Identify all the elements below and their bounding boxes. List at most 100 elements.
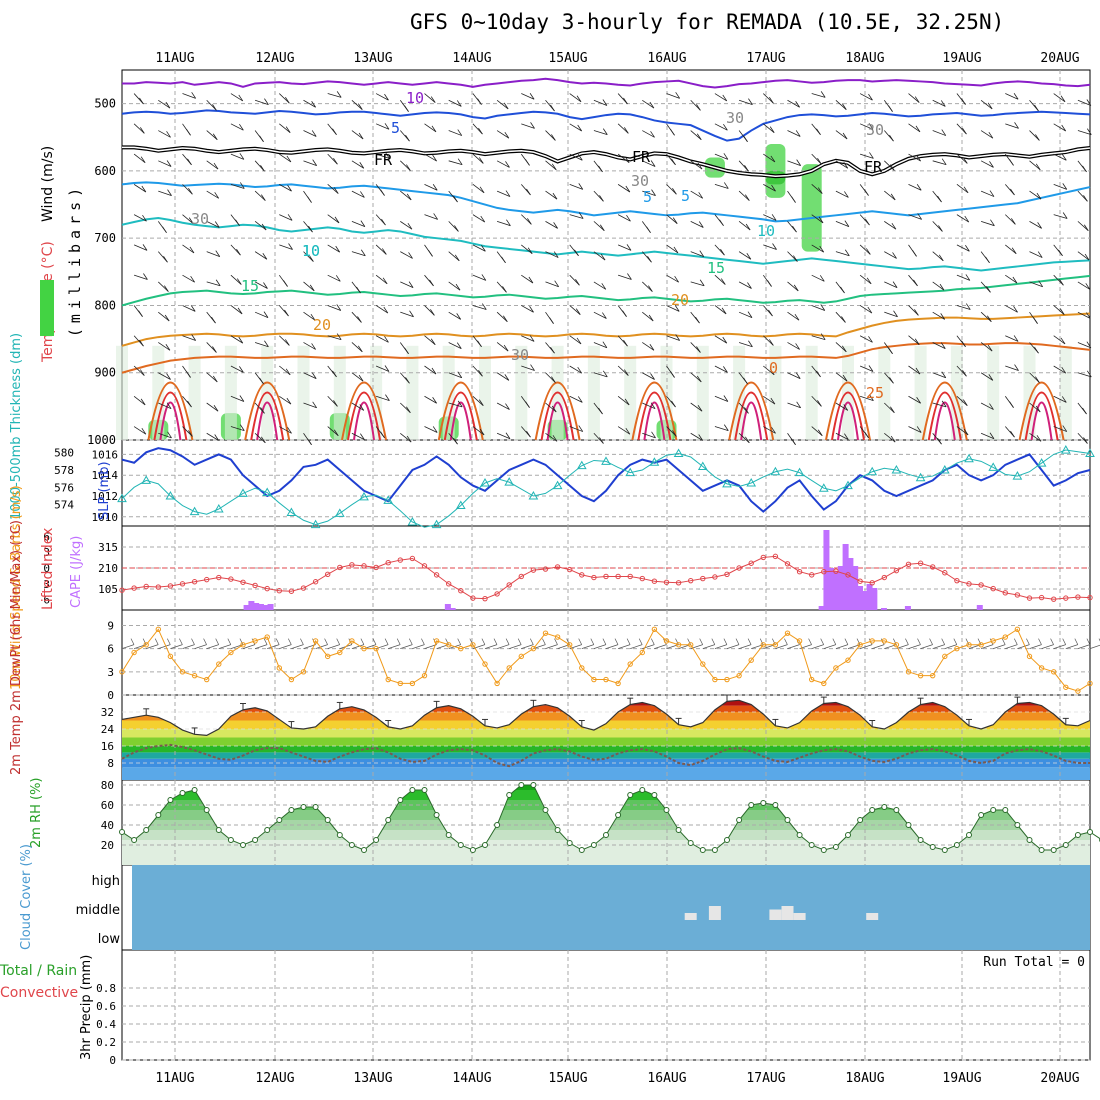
wind-barb xyxy=(448,99,462,107)
contour-label: 25 xyxy=(866,384,884,402)
wind-barb-flag xyxy=(648,314,654,322)
wind-barb xyxy=(182,214,194,224)
wind-barb xyxy=(327,153,338,165)
wind-barb-flag xyxy=(239,182,245,189)
surface-barb-flag xyxy=(130,638,135,645)
precip-convective-label: Convective xyxy=(0,985,78,1001)
wind-barb xyxy=(617,365,629,376)
wind-barb-flag xyxy=(357,103,363,110)
lifted-marker xyxy=(119,587,125,593)
wind-barb-flag xyxy=(623,97,628,105)
lifted-marker xyxy=(591,574,597,581)
wind-barb-flag xyxy=(431,125,437,133)
wind-barb-flag xyxy=(769,126,775,133)
wind-barb-flag xyxy=(626,214,631,222)
wind-barb-flag xyxy=(989,190,995,197)
wind-barb xyxy=(545,372,556,383)
wind-barb-flag xyxy=(166,131,171,138)
surface-barb-flag xyxy=(1038,638,1042,645)
cloud-gap xyxy=(866,913,879,920)
wind-barb-flag xyxy=(1061,154,1067,161)
rh-marker xyxy=(760,800,767,806)
rh-marker xyxy=(1002,807,1009,813)
rh-marker xyxy=(699,847,706,853)
wind-barb xyxy=(1005,214,1016,225)
wind-barb-flag xyxy=(650,160,656,167)
wind-ytick: 6 xyxy=(107,643,114,656)
ua-ytick: 900 xyxy=(94,366,116,380)
wind-barb xyxy=(545,251,559,258)
wind-barb-flag xyxy=(214,434,220,441)
rh-marker xyxy=(578,847,585,853)
wind-barb-flag xyxy=(599,195,604,202)
rh-marker xyxy=(566,840,573,846)
wind-barb xyxy=(884,281,898,288)
wind-barb-flag xyxy=(1086,99,1092,106)
wind-barb xyxy=(908,305,919,316)
lifted-marker xyxy=(542,566,549,572)
date-label-bottom: 13AUG xyxy=(353,1071,392,1086)
wind-barb xyxy=(279,426,292,434)
wind-barb-flag xyxy=(1086,341,1092,348)
wind-speed-marker xyxy=(179,669,186,675)
wind-barb xyxy=(230,93,243,102)
wind-barb xyxy=(351,402,364,411)
wind-barb xyxy=(884,190,896,201)
surface-barb-flag xyxy=(602,638,607,645)
temp-ytick: 8 xyxy=(107,757,114,770)
wind-barb-flag xyxy=(455,283,461,291)
wind-barb xyxy=(230,153,245,160)
wind-barb xyxy=(303,402,317,409)
wind-barb xyxy=(327,93,342,98)
wind-barb-flag xyxy=(336,91,342,98)
lifted-marker xyxy=(893,567,900,574)
lifted-marker xyxy=(518,573,524,580)
rh-marker xyxy=(832,844,839,850)
wind-barb-flag xyxy=(215,279,221,286)
cape-bar xyxy=(449,608,456,610)
rh-swatch xyxy=(40,280,54,336)
wind-speed-marker xyxy=(264,634,270,640)
wind-barb-flag xyxy=(843,404,849,411)
wind-barb-flag xyxy=(358,132,364,140)
wind-barb-flag xyxy=(698,221,704,228)
wind-barb-flag xyxy=(1037,251,1043,258)
wind-barb-flag xyxy=(626,244,632,251)
surface-barb-flag xyxy=(469,638,474,645)
precip-ytick: 0 xyxy=(109,1054,116,1067)
wind-speed-marker xyxy=(748,657,754,663)
wind-barb xyxy=(521,305,534,313)
wind-barb xyxy=(1005,305,1018,313)
wind-barb-flag xyxy=(985,256,990,264)
wind-barb-flag xyxy=(840,286,845,294)
wind-barb-flag xyxy=(575,308,581,315)
wind-barb-flag xyxy=(745,436,750,444)
wind-barb xyxy=(424,305,435,316)
rh-marker xyxy=(820,847,827,853)
wind-barb-flag xyxy=(1035,405,1041,413)
temp-band xyxy=(122,700,1090,706)
wind-speed-marker xyxy=(760,642,766,648)
wind-barb xyxy=(327,244,340,253)
wind-barb-flag xyxy=(432,397,437,404)
wind-barb xyxy=(811,395,822,407)
wind-barb-flag xyxy=(796,159,801,166)
lifted-marker xyxy=(530,567,537,573)
wind-barb xyxy=(1053,335,1066,345)
wind-barb-flag xyxy=(1062,212,1068,219)
wind-barb-flag xyxy=(916,154,921,162)
wind-speed-marker xyxy=(349,638,355,644)
wind-barb-flag xyxy=(481,245,486,252)
rh-marker xyxy=(143,827,150,833)
wind-barb xyxy=(690,130,702,141)
wind-barb-flag xyxy=(239,123,244,131)
wind-barb xyxy=(763,365,775,376)
surface-barb-flag xyxy=(856,638,861,645)
wind-barb-flag xyxy=(164,314,170,322)
bl-temp-arch xyxy=(1030,401,1053,441)
wind-barb-flag xyxy=(1082,165,1087,173)
thickness-marker xyxy=(1085,448,1095,458)
wind-barb xyxy=(617,426,631,435)
wind-barb-flag xyxy=(550,346,555,354)
cloud-level-label: middle xyxy=(76,903,120,918)
